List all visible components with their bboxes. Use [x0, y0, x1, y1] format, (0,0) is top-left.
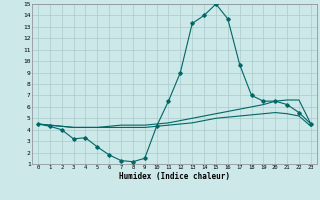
X-axis label: Humidex (Indice chaleur): Humidex (Indice chaleur) [119, 172, 230, 181]
